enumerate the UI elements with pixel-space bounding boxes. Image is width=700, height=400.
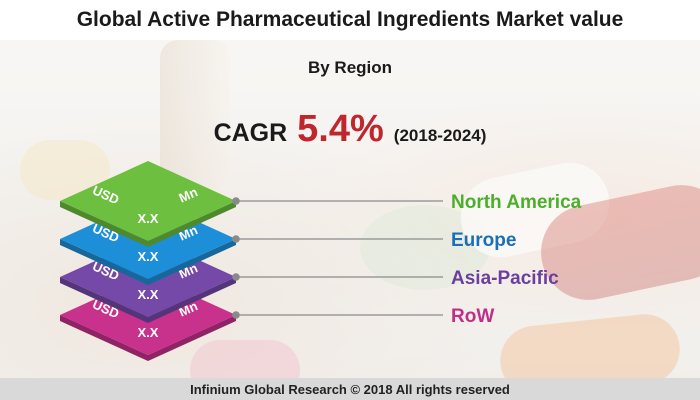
leader-dot bbox=[232, 273, 240, 281]
value-label: X.X bbox=[138, 249, 159, 264]
value-label: X.X bbox=[138, 287, 159, 302]
region-label: RoW bbox=[451, 306, 494, 327]
cagr-value: 5.4% bbox=[297, 108, 384, 150]
chart-subtitle: By Region bbox=[307, 58, 393, 77]
title-bar: Global Active Pharmaceutical Ingredients… bbox=[0, 0, 700, 40]
cagr-period: (2018-2024) bbox=[393, 126, 487, 145]
cagr-label: CAGR bbox=[213, 119, 288, 147]
region-label: Europe bbox=[451, 230, 516, 251]
leader-dot bbox=[232, 197, 240, 205]
leader-dot bbox=[232, 311, 240, 319]
layer-diamond bbox=[60, 161, 236, 241]
copyright-text: Infinium Global Research © 2018 All righ… bbox=[190, 381, 510, 397]
footer-bar: Infinium Global Research © 2018 All righ… bbox=[0, 378, 700, 400]
value-label: X.X bbox=[138, 211, 159, 226]
chart-title: Global Active Pharmaceutical Ingredients… bbox=[76, 8, 624, 31]
cagr-block: CAGR 5.4% (2018-2024) bbox=[0, 108, 700, 151]
value-label: X.X bbox=[138, 325, 159, 340]
region-label: North America bbox=[451, 192, 582, 213]
leader-dot bbox=[232, 235, 240, 243]
pill-bottle-image bbox=[160, 40, 230, 190]
region-label: Asia-Pacific bbox=[451, 268, 559, 289]
value-unit-label: Mn bbox=[177, 184, 200, 205]
